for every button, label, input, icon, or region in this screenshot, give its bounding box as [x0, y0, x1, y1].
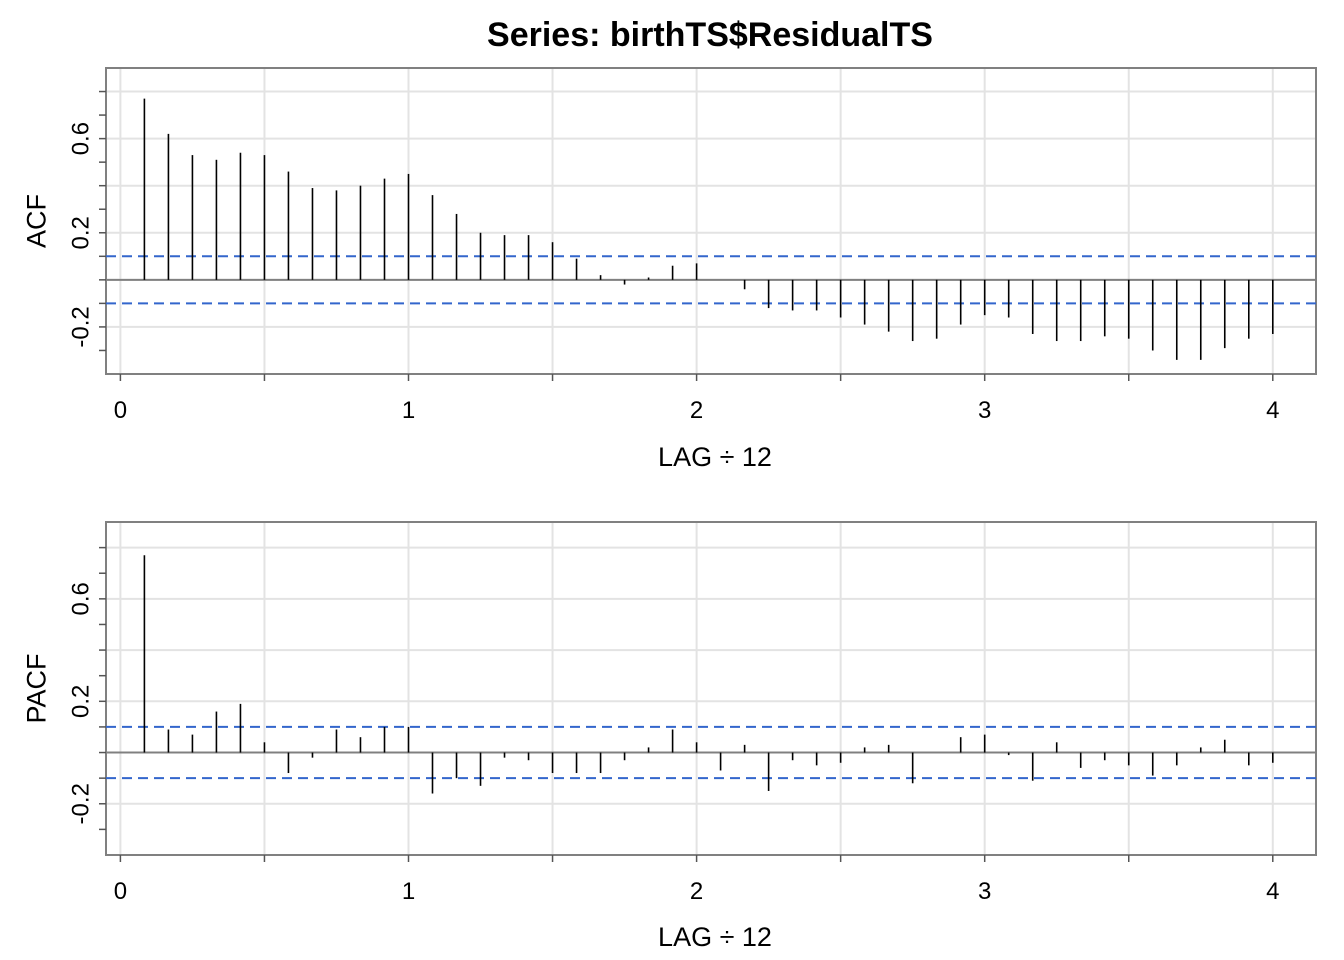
pacf-ytick-label: 0.6: [67, 582, 94, 615]
pacf-spikes: [143, 555, 1274, 794]
pacf-xlabel: LAG ÷ 12: [658, 922, 772, 952]
acf-ytick-label: 0.6: [67, 122, 94, 155]
acf-ytick-label: -0.2: [67, 306, 94, 347]
pacf-xtick-label: 1: [402, 878, 415, 905]
acf-ytick-label: 0.2: [67, 216, 94, 249]
acf-ylabel: ACF: [21, 194, 51, 248]
acf-xtick-label: 0: [114, 397, 127, 424]
chart-title: Series: birthTS$ResidualTS: [487, 16, 933, 54]
acf-xtick-label: 4: [1266, 397, 1279, 424]
acf-panel: -0.2 0.2 0.6 0 1 2 3 4 LAG ÷ 12 ACF: [21, 67, 1317, 472]
pacf-grid: [106, 522, 1316, 856]
acf-grid: [106, 68, 1316, 375]
acf-spikes: [143, 98, 1274, 360]
acf-xtick-label: 1: [402, 397, 415, 424]
pacf-xtick-label: 0: [114, 878, 127, 905]
acf-xlabel: LAG ÷ 12: [658, 442, 772, 472]
acf-frame: [105, 67, 1317, 375]
pacf-frame: [105, 521, 1317, 856]
pacf-panel: -0.2 0.2 0.6 0 1 2 3 4 LAG ÷ 12 PACF: [21, 521, 1317, 952]
acf-xtick-label: 3: [978, 397, 991, 424]
acf-xtick-label: 2: [690, 397, 703, 424]
pacf-ytick-label: 0.2: [67, 685, 94, 718]
pacf-xtick-label: 3: [978, 878, 991, 905]
pacf-ytick-label: -0.2: [67, 783, 94, 824]
pacf-xtick-label: 2: [690, 878, 703, 905]
pacf-ylabel: PACF: [21, 653, 51, 723]
pacf-xtick-label: 4: [1266, 878, 1279, 905]
